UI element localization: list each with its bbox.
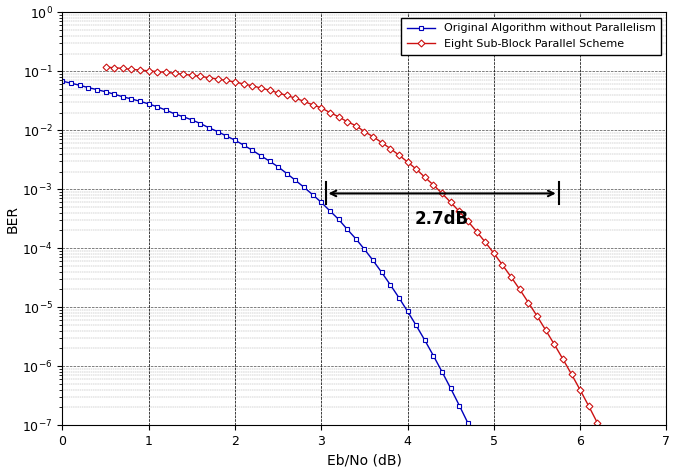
Original Algorithm without Parallelism — [231, 137, 239, 143]
Legend: Original Algorithm without Parallelism, Eight Sub-Block Parallel Scheme: Original Algorithm without Parallelism, … — [402, 18, 661, 54]
X-axis label: Eb/No (dB): Eb/No (dB) — [327, 454, 402, 467]
Eight Sub-Block Parallel Scheme — [188, 72, 196, 78]
Eight Sub-Block Parallel Scheme — [541, 327, 550, 333]
Text: 2.7dB: 2.7dB — [415, 210, 469, 228]
Original Algorithm without Parallelism — [76, 82, 84, 88]
Line: Eight Sub-Block Parallel Scheme: Eight Sub-Block Parallel Scheme — [103, 65, 669, 473]
Original Algorithm without Parallelism — [352, 236, 360, 242]
Original Algorithm without Parallelism — [58, 79, 66, 84]
Eight Sub-Block Parallel Scheme — [101, 64, 110, 70]
Original Algorithm without Parallelism — [283, 171, 291, 176]
Original Algorithm without Parallelism — [420, 337, 429, 343]
Y-axis label: BER: BER — [5, 205, 20, 233]
Eight Sub-Block Parallel Scheme — [343, 119, 352, 124]
Line: Original Algorithm without Parallelism: Original Algorithm without Parallelism — [60, 79, 669, 473]
Eight Sub-Block Parallel Scheme — [274, 90, 282, 96]
Eight Sub-Block Parallel Scheme — [239, 81, 247, 87]
